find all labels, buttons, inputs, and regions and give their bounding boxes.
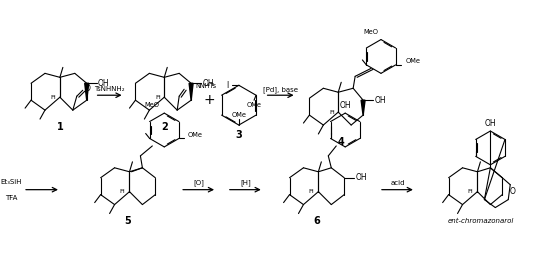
Text: MeO: MeO xyxy=(145,102,160,108)
Text: +: + xyxy=(203,93,215,107)
Text: [Pd], base: [Pd], base xyxy=(263,86,298,93)
Text: OMe: OMe xyxy=(406,59,421,64)
Text: 5: 5 xyxy=(124,217,131,226)
Text: OH: OH xyxy=(355,173,367,182)
Text: 1: 1 xyxy=(57,122,63,132)
Text: H̄: H̄ xyxy=(308,189,313,194)
Text: OH: OH xyxy=(485,119,496,128)
Text: OMe: OMe xyxy=(232,112,246,118)
Text: OMe: OMe xyxy=(246,102,262,108)
Text: TFA: TFA xyxy=(5,195,18,201)
Text: 4: 4 xyxy=(338,137,345,147)
Text: H̄: H̄ xyxy=(467,189,472,194)
Text: TsNHNH₂: TsNHNH₂ xyxy=(94,86,125,92)
Polygon shape xyxy=(85,83,89,100)
Text: H̄: H̄ xyxy=(329,110,334,115)
Text: O: O xyxy=(509,187,515,196)
Text: O: O xyxy=(85,84,91,93)
Text: 6: 6 xyxy=(313,217,320,226)
Text: OH: OH xyxy=(339,101,351,110)
Text: OMe: OMe xyxy=(187,132,202,138)
Text: OH: OH xyxy=(202,79,214,88)
Text: Et₃SiH: Et₃SiH xyxy=(1,179,22,185)
Text: [H]: [H] xyxy=(240,179,251,186)
Text: H̄: H̄ xyxy=(155,95,160,100)
Text: OH: OH xyxy=(98,79,109,88)
Polygon shape xyxy=(189,83,193,100)
Text: NNHTs: NNHTs xyxy=(195,83,216,89)
Text: MeO: MeO xyxy=(364,29,378,35)
Text: 2: 2 xyxy=(161,122,168,132)
Text: 3: 3 xyxy=(235,130,242,140)
Text: H̄: H̄ xyxy=(119,189,124,194)
Text: acid: acid xyxy=(390,180,405,186)
Text: I: I xyxy=(226,81,228,90)
Text: OH: OH xyxy=(374,96,386,105)
Text: [O]: [O] xyxy=(193,179,204,186)
Text: H̄: H̄ xyxy=(51,95,56,100)
Text: ent-chromazonarol: ent-chromazonarol xyxy=(447,218,514,225)
Polygon shape xyxy=(361,100,365,115)
